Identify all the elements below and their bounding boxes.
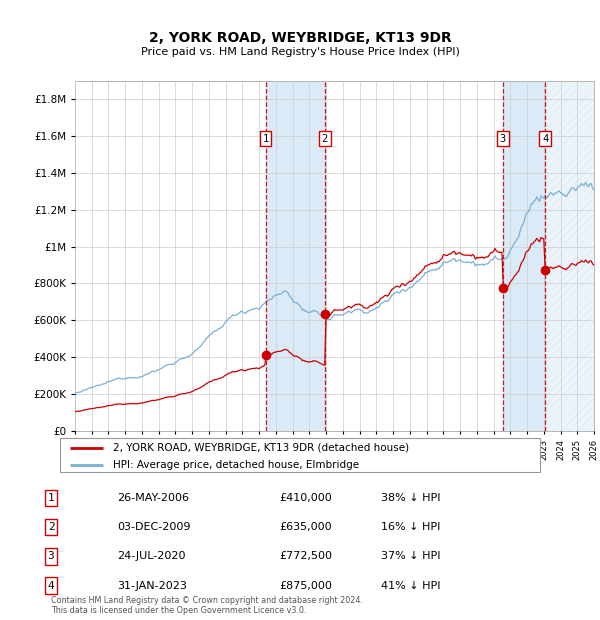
Text: £410,000: £410,000 bbox=[279, 493, 332, 503]
Text: 4: 4 bbox=[542, 134, 548, 144]
Bar bbox=[503, 81, 545, 431]
Text: £772,500: £772,500 bbox=[279, 551, 332, 562]
Text: £875,000: £875,000 bbox=[279, 580, 332, 591]
Text: 1: 1 bbox=[262, 134, 269, 144]
Text: 38% ↓ HPI: 38% ↓ HPI bbox=[381, 493, 440, 503]
Text: 41% ↓ HPI: 41% ↓ HPI bbox=[381, 580, 440, 591]
Text: 2, YORK ROAD, WEYBRIDGE, KT13 9DR: 2, YORK ROAD, WEYBRIDGE, KT13 9DR bbox=[149, 32, 451, 45]
Text: 2: 2 bbox=[47, 522, 55, 533]
Text: Price paid vs. HM Land Registry's House Price Index (HPI): Price paid vs. HM Land Registry's House … bbox=[140, 47, 460, 57]
Text: 3: 3 bbox=[47, 551, 55, 562]
FancyBboxPatch shape bbox=[60, 438, 540, 472]
Text: 26-MAY-2006: 26-MAY-2006 bbox=[117, 493, 189, 503]
Text: 4: 4 bbox=[47, 580, 55, 591]
Text: 3: 3 bbox=[500, 134, 506, 144]
Text: 37% ↓ HPI: 37% ↓ HPI bbox=[381, 551, 440, 562]
Text: 31-JAN-2023: 31-JAN-2023 bbox=[117, 580, 187, 591]
Bar bbox=[266, 81, 325, 431]
Bar bbox=[545, 81, 594, 431]
Text: 03-DEC-2009: 03-DEC-2009 bbox=[117, 522, 191, 533]
Text: 24-JUL-2020: 24-JUL-2020 bbox=[117, 551, 185, 562]
Text: £635,000: £635,000 bbox=[279, 522, 332, 533]
Text: 16% ↓ HPI: 16% ↓ HPI bbox=[381, 522, 440, 533]
Text: 2, YORK ROAD, WEYBRIDGE, KT13 9DR (detached house): 2, YORK ROAD, WEYBRIDGE, KT13 9DR (detac… bbox=[113, 443, 409, 453]
Text: Contains HM Land Registry data © Crown copyright and database right 2024.
This d: Contains HM Land Registry data © Crown c… bbox=[51, 596, 363, 615]
Text: 1: 1 bbox=[47, 493, 55, 503]
Text: 2: 2 bbox=[322, 134, 328, 144]
Text: HPI: Average price, detached house, Elmbridge: HPI: Average price, detached house, Elmb… bbox=[113, 460, 359, 470]
